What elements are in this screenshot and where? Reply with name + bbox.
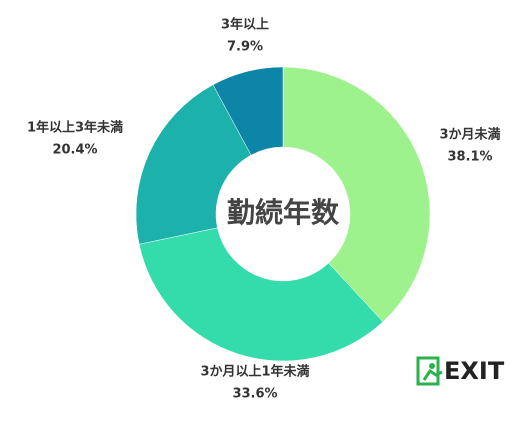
slice-label: 3か月以上1年未満 [200,364,309,380]
slice-label: 3か月未満 [439,127,500,143]
slice-label: 3年以上 [221,17,269,33]
slice-label: 1年以上3年未満 [27,120,123,136]
value-label: 7.9% [227,40,263,55]
slice [212,66,284,156]
logo-icon-figure [422,368,443,381]
logo-text: EXIT [444,357,505,385]
logo-icon-head [429,363,435,369]
logo-icon [416,356,440,386]
slice [282,66,431,323]
logo: EXIT [416,356,505,386]
slice [135,84,252,245]
value-label: 33.6% [232,387,277,402]
value-label: 20.4% [52,143,97,158]
value-label: 38.1% [447,150,492,165]
chart-title: 勤続年数 [227,196,340,229]
slice [138,227,384,362]
